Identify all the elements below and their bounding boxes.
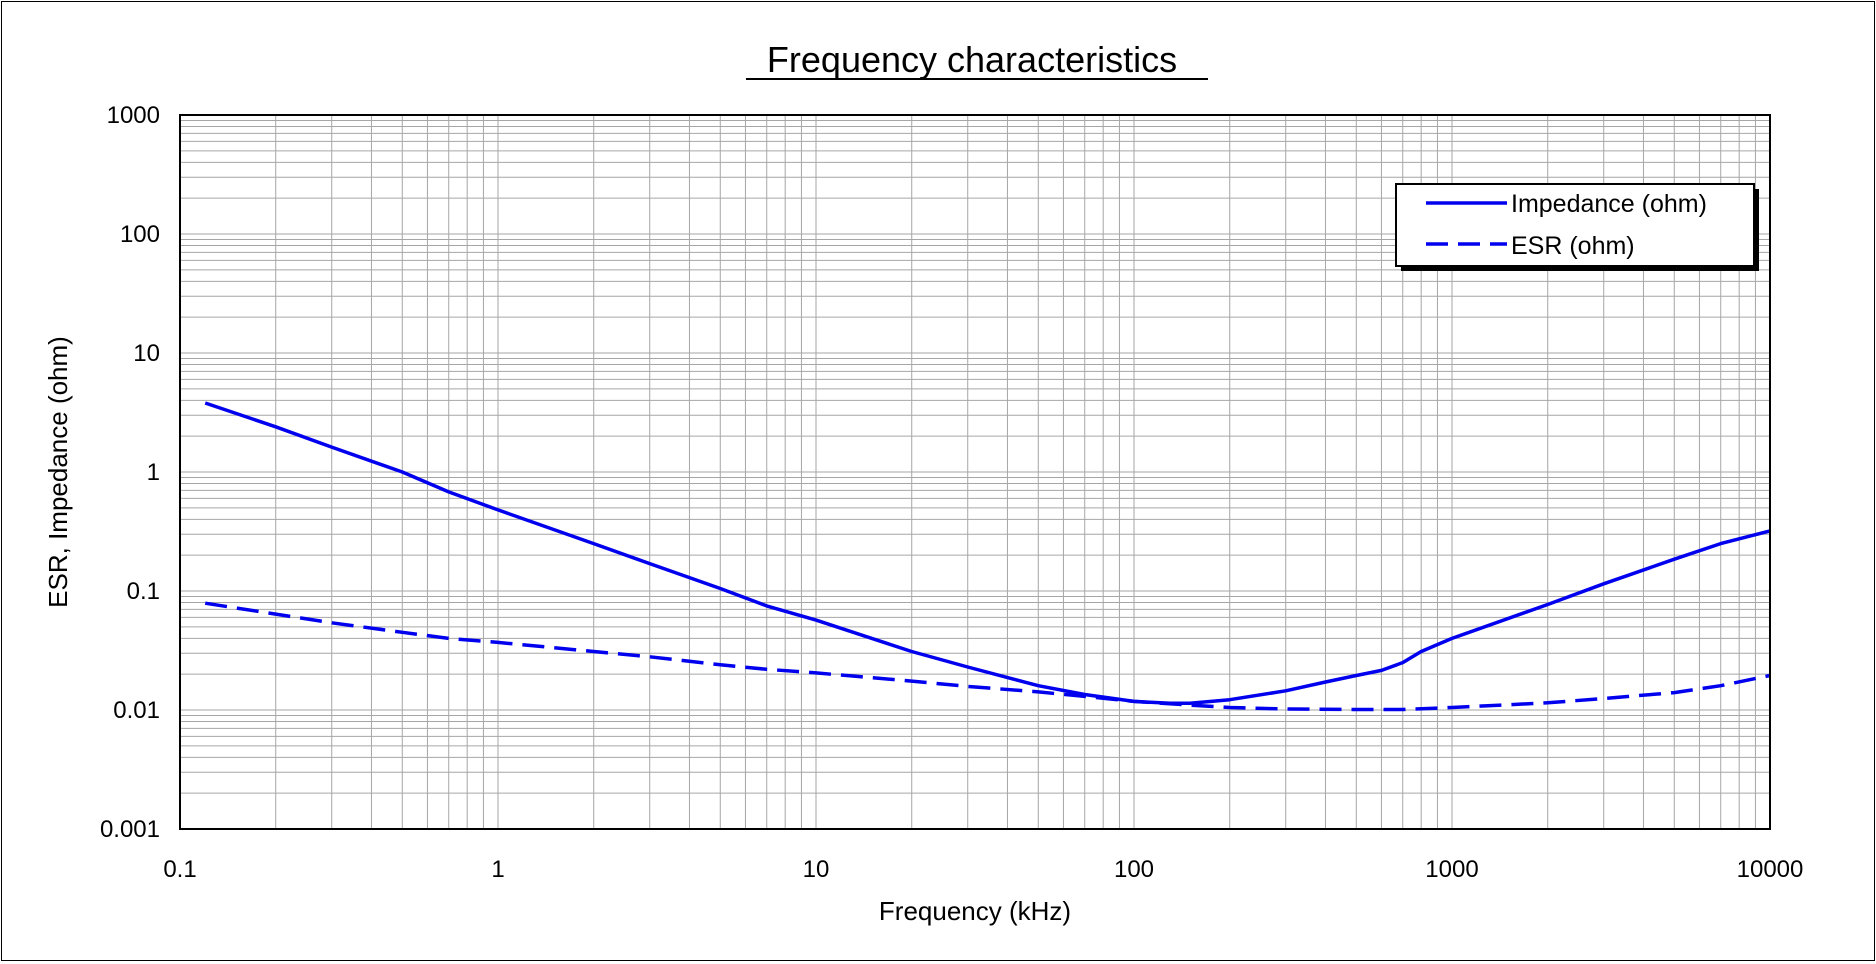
plot-area-border xyxy=(179,114,1771,830)
legend: Impedance (ohm) ESR (ohm) xyxy=(1395,183,1759,271)
y-tick-label: 10 xyxy=(133,340,160,367)
tick-labels: 0.1 1 10 100 1000 10000 0.001 0.01 0.1 1 10 100 1000 xyxy=(100,102,1803,883)
grid xyxy=(180,115,1770,829)
y-tick-label: 0.01 xyxy=(113,697,160,724)
impedance-series-line xyxy=(204,401,1771,705)
legend-esr-label: ESR (ohm) xyxy=(1511,232,1635,260)
x-tick-label: 10000 xyxy=(1737,856,1804,883)
y-tick-label: 0.1 xyxy=(127,578,160,605)
x-axis-label: Frequency (kHz) xyxy=(879,896,1071,926)
y-axis-label: ESR, Impedance (ohm) xyxy=(43,336,73,608)
chart-title: Frequency characteristics xyxy=(767,39,1177,80)
y-tick-label: 100 xyxy=(120,221,160,248)
x-tick-label: 1000 xyxy=(1425,856,1478,883)
y-tick-label: 0.001 xyxy=(100,816,160,843)
series-layer xyxy=(204,401,1771,712)
legend-impedance-label: Impedance (ohm) xyxy=(1511,190,1707,218)
y-tick-label: 1000 xyxy=(107,102,160,129)
y-tick-label: 1 xyxy=(147,459,160,486)
x-tick-label: 10 xyxy=(803,856,830,883)
x-tick-label: 0.1 xyxy=(163,856,196,883)
x-tick-label: 100 xyxy=(1114,856,1154,883)
legend-box xyxy=(1395,183,1755,267)
x-tick-label: 1 xyxy=(491,856,504,883)
esr-series-line xyxy=(204,601,1771,712)
